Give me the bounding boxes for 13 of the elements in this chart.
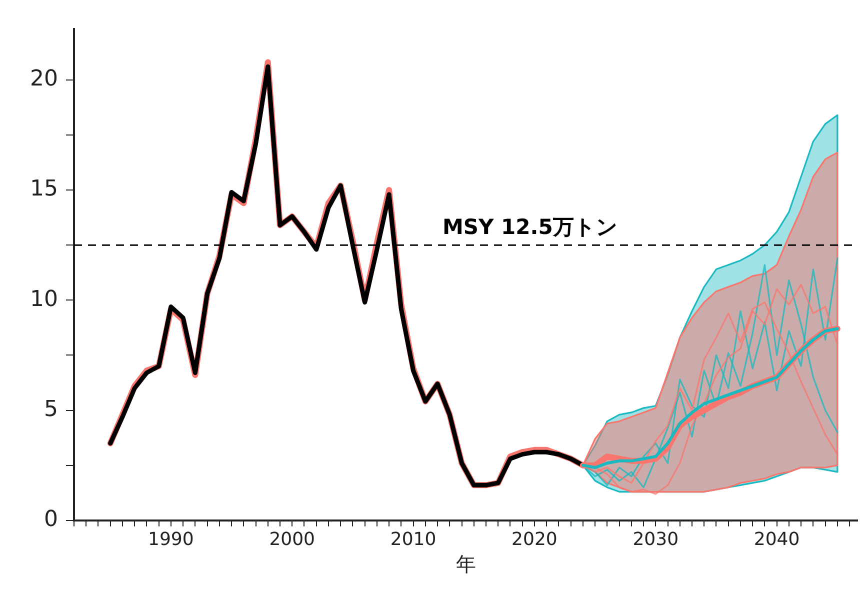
ref-line-label: MSY 12.5万トン <box>442 215 618 240</box>
y-tick-label: 5 <box>44 396 58 422</box>
y-tick-label: 10 <box>30 286 58 312</box>
x-tick-label: 2020 <box>512 528 558 550</box>
x-tick-label: 1990 <box>148 528 194 550</box>
x-tick-label: 2000 <box>269 528 316 550</box>
x-axis-title: 年 <box>456 552 476 576</box>
y-tick-label: 20 <box>30 66 58 92</box>
y-tick-label: 15 <box>30 176 58 202</box>
x-tick-label: 2030 <box>632 528 679 550</box>
x-tick-label: 2040 <box>754 528 800 550</box>
y-tick-label: 0 <box>44 507 58 532</box>
x-tick-label: 2010 <box>390 528 436 550</box>
